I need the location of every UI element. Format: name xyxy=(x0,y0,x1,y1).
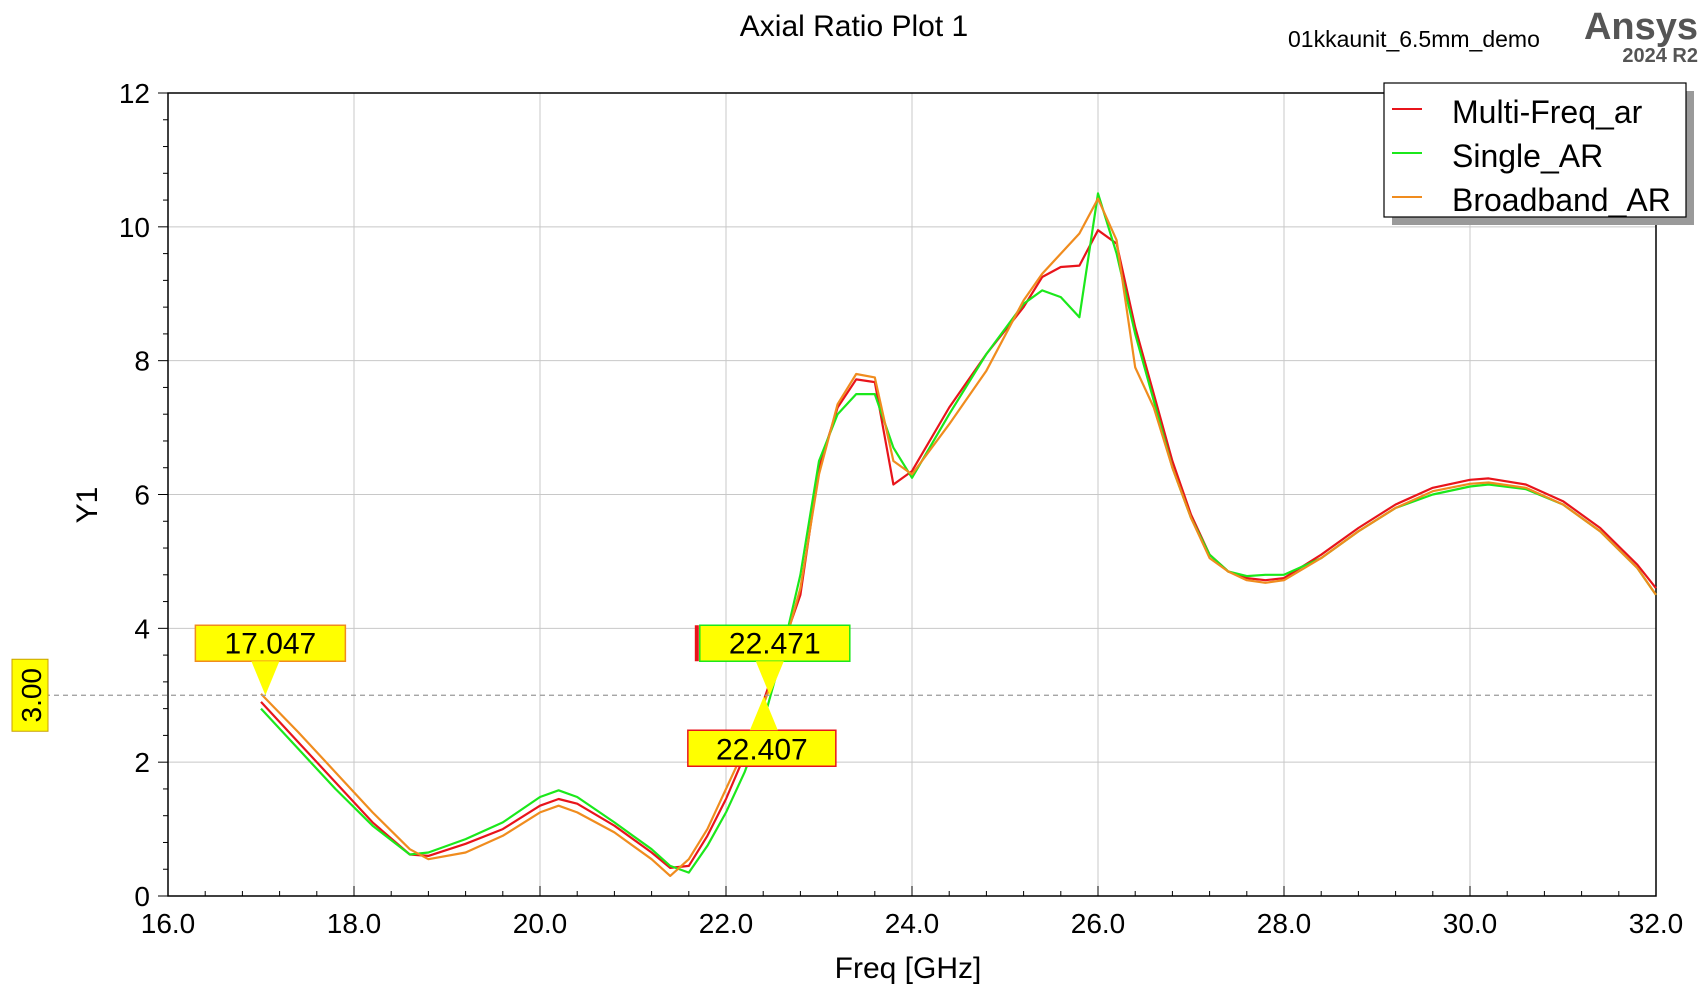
legend-label: Single_AR xyxy=(1452,138,1603,174)
chart-title: Axial Ratio Plot 1 xyxy=(0,10,1708,44)
y-tick-label: 6 xyxy=(134,480,150,511)
x-tick-label: 32.0 xyxy=(1629,908,1684,939)
y-tick-label: 2 xyxy=(134,747,150,778)
brand-version: 2024 R2 xyxy=(1622,45,1698,67)
marker-label: 22.407 xyxy=(716,733,808,766)
reference-line-group: 3.00 xyxy=(11,658,1656,732)
y-tick-label: 10 xyxy=(119,212,150,243)
x-tick-label: 22.0 xyxy=(699,908,754,939)
series-line-single-ar xyxy=(260,192,1657,874)
x-tick-label: 16.0 xyxy=(141,908,196,939)
x-tick-label: 30.0 xyxy=(1443,908,1498,939)
legend[interactable]: Multi-Freq_ar Single_AR Broadband_AR xyxy=(1383,82,1694,225)
chart-title-text: Axial Ratio Plot 1 xyxy=(739,10,969,43)
x-tick-label: 26.0 xyxy=(1071,908,1126,939)
project-name: 01kkaunit_6.5mm_demo xyxy=(1288,26,1540,52)
legend-item-single-ar[interactable]: Single_AR xyxy=(1392,138,1603,174)
y-tick-label: 0 xyxy=(134,881,150,912)
reference-badge-label: 3.00 xyxy=(16,668,47,723)
marker-label: 17.047 xyxy=(224,627,316,660)
legend-item-broadband-ar[interactable]: Broadband_AR xyxy=(1392,182,1671,218)
x-tick-label: 24.0 xyxy=(885,908,940,939)
marker-box xyxy=(687,729,837,767)
series-line-multi-freq-ar xyxy=(260,229,1657,869)
marker-overlap-edge xyxy=(694,625,699,662)
series-line-broadband-ar xyxy=(260,197,1657,877)
x-tick-label: 18.0 xyxy=(327,908,382,939)
marker-red[interactable]: 22.407 xyxy=(687,696,837,767)
marker-pointer xyxy=(755,661,784,696)
reference-line-badge: 3.00 xyxy=(11,658,49,732)
brand-name: Ansys xyxy=(1583,6,1698,48)
legend-label: Broadband_AR xyxy=(1452,182,1671,218)
legend-box xyxy=(1383,82,1687,218)
y-tick-label: 8 xyxy=(134,346,150,377)
ticks: 16.0 18.0 20.0 22.0 24.0 26.0 28.0 30.0 32.0 0 2 4 6… xyxy=(119,78,1683,939)
marker-box xyxy=(194,624,347,662)
y-tick-label: 4 xyxy=(134,613,150,644)
y-tick-label: 12 xyxy=(119,78,150,109)
marker-group[interactable]: 17.047 22.471 22.407 xyxy=(194,624,851,767)
x-tick-label: 28.0 xyxy=(1257,908,1312,939)
marker-pointer xyxy=(749,696,778,731)
reference-badge-bg xyxy=(11,658,49,732)
legend-label: Multi-Freq_ar xyxy=(1452,94,1643,130)
marker-orange[interactable]: 17.047 xyxy=(194,624,347,696)
series-group xyxy=(260,192,1657,877)
marker-label: 22.471 xyxy=(729,627,821,660)
x-tick-label: 20.0 xyxy=(513,908,568,939)
legend-item-multi-freq-ar[interactable]: Multi-Freq_ar xyxy=(1392,94,1643,130)
marker-green[interactable]: 22.471 xyxy=(699,624,851,696)
marker-pointer xyxy=(251,661,280,696)
y-axis-label: Y1 xyxy=(71,487,104,524)
x-axis-label: Freq [GHz] xyxy=(835,952,982,985)
brand-logo: Ansys 2024 R2 xyxy=(1584,8,1698,66)
